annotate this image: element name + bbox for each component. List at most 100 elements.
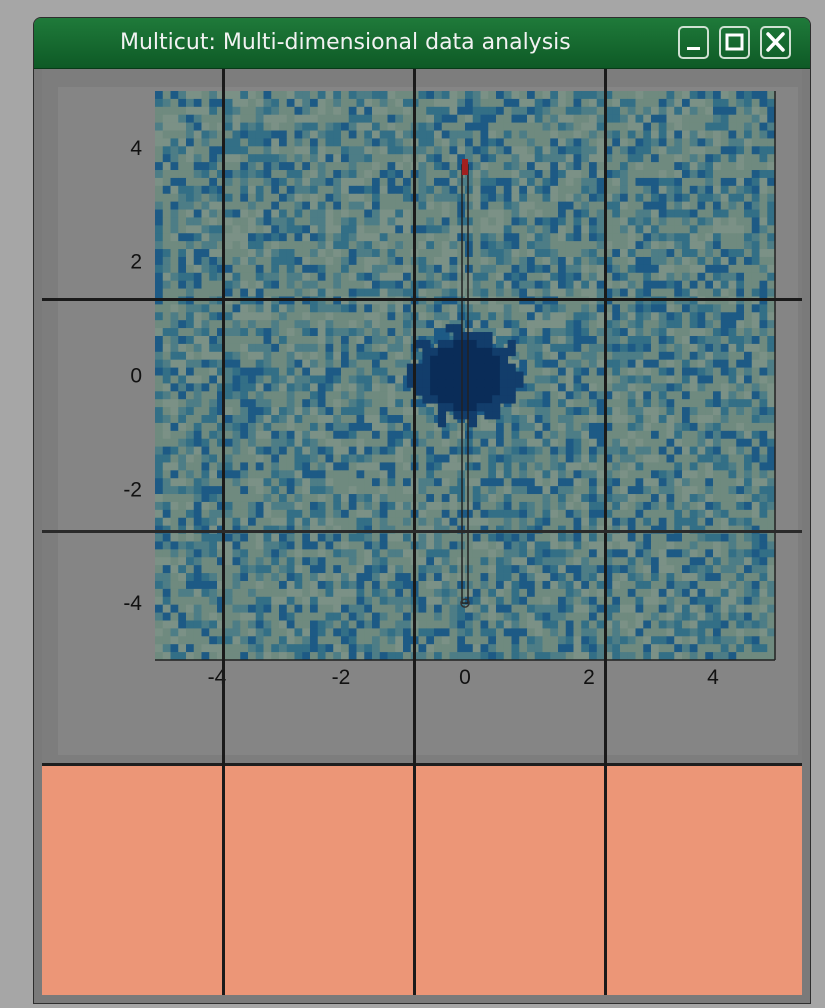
heatmap-cell [426, 170, 435, 179]
heatmap-cell [589, 328, 598, 337]
heatmap-cell [581, 446, 590, 455]
heatmap-cell [527, 272, 536, 281]
heatmap-cell [511, 486, 520, 495]
heatmap-cell [558, 415, 567, 424]
heatmap-cell [620, 146, 629, 155]
heatmap-cell [751, 106, 760, 116]
heatmap-cell [705, 249, 714, 258]
heatmap-cell [480, 170, 489, 179]
heatmap-cell [162, 438, 171, 447]
heatmap-cell [534, 565, 543, 574]
heatmap-cell [550, 462, 559, 471]
heatmap-cell [527, 138, 536, 147]
heatmap-cell [705, 399, 714, 408]
heatmap-cell [620, 486, 629, 495]
heatmap-cell [496, 446, 505, 455]
heatmap-cell [534, 130, 543, 139]
heatmap-cell [364, 264, 373, 274]
heatmap-cell [325, 486, 334, 495]
heatmap-cell [759, 517, 768, 526]
heatmap-cell [697, 494, 706, 503]
heatmap-cell [310, 264, 319, 274]
heatmap-cell [480, 241, 489, 250]
heatmap-cell [589, 541, 598, 550]
heatmap-cell [573, 177, 582, 187]
heatmap-cell [162, 272, 171, 281]
heatmap-cell [736, 430, 745, 440]
heatmap-cell [348, 399, 357, 408]
heatmap-cell [767, 130, 776, 139]
heatmap-cell [550, 288, 559, 297]
heatmap-cell [232, 517, 241, 526]
heatmap-cell [162, 580, 171, 590]
heatmap-cell [209, 185, 218, 195]
heatmap-cell [263, 399, 272, 408]
heatmap-cell [573, 130, 582, 139]
heatmap-cell [604, 478, 613, 487]
heatmap-cell [224, 106, 233, 116]
heatmap-cell [155, 533, 164, 542]
heatmap-cell [310, 288, 319, 297]
heatmap-cell [604, 209, 613, 218]
close-button[interactable] [760, 26, 791, 59]
heatmap-cell [736, 312, 745, 321]
heatmap-cell [542, 462, 551, 471]
heatmap-cell [573, 351, 582, 360]
heatmap-cell [550, 446, 559, 455]
heatmap-cell [333, 517, 342, 526]
heatmap-cell [713, 501, 722, 511]
heatmap-cell [604, 264, 613, 274]
heatmap-cell [441, 91, 450, 100]
heatmap-cell [449, 177, 458, 187]
heatmap-cell [744, 201, 753, 210]
heatmap-cell [511, 106, 520, 116]
plot-panel[interactable]: -4 -2 0 2 4 4 2 0 -2 -4 [42, 69, 802, 763]
heatmap-cell [620, 391, 629, 400]
heatmap-cell [581, 122, 590, 131]
title-bar[interactable]: Multicut: Multi-dimensional data analysi… [34, 18, 810, 69]
heatmap-cell [612, 438, 621, 447]
heatmap-cell [573, 217, 582, 226]
heatmap-cell [224, 241, 233, 250]
minimize-button[interactable] [678, 26, 709, 59]
heatmap-cell [767, 399, 776, 408]
heatmap-cell [209, 256, 218, 266]
heatmap-cell [658, 486, 667, 495]
heatmap-cell [449, 233, 458, 242]
heatmap-cell [643, 525, 652, 534]
heatmap-cell [682, 114, 691, 123]
heatmap-plot[interactable]: -4 -2 0 2 4 420-2-4 [42, 69, 802, 763]
heatmap-cell [240, 580, 249, 590]
heatmap-cell [341, 573, 350, 582]
heatmap-cell [379, 509, 388, 519]
heatmap-cell [612, 494, 621, 503]
heatmap-cell [465, 304, 474, 313]
heatmap-cell [635, 375, 644, 384]
heatmap-cell [674, 525, 683, 534]
heatmap-cell [488, 280, 497, 289]
heatmap-cell [674, 351, 683, 360]
heatmap-cell [317, 256, 326, 266]
heatmap-cell [728, 446, 737, 455]
maximize-button[interactable] [719, 26, 750, 59]
heatmap-cell [573, 367, 582, 376]
heatmap-cell [604, 320, 613, 329]
heatmap-cell [573, 106, 582, 116]
heatmap-cell [341, 525, 350, 534]
heatmap-cell [178, 264, 187, 274]
heatmap-cell [465, 470, 474, 479]
heatmap-cell [565, 193, 574, 202]
heatmap-cell [604, 256, 613, 266]
heatmap-cell [496, 114, 505, 123]
heatmap-cell [480, 256, 489, 266]
heatmap-cell [434, 106, 443, 116]
heatmap-cell [155, 407, 164, 416]
heatmap-cell [736, 509, 745, 519]
heatmap-cell [697, 209, 706, 218]
heatmap-cell [170, 462, 179, 471]
heatmap-cell [155, 359, 164, 368]
heatmap-cell [705, 201, 714, 210]
heatmap-cell [178, 170, 187, 179]
heatmap-cell [170, 288, 179, 297]
heatmap-cell [248, 533, 257, 542]
